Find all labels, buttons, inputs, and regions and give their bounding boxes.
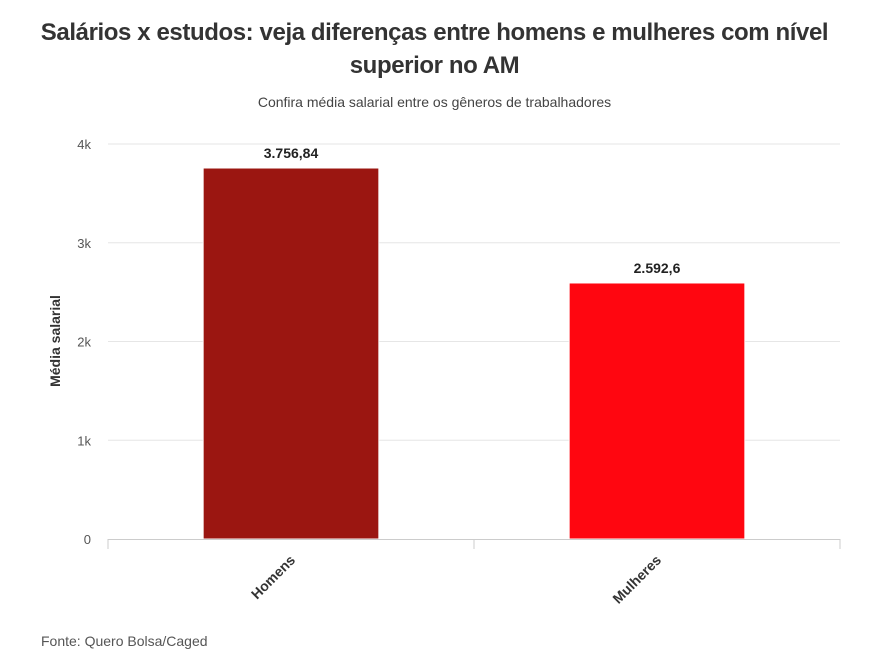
bar-homens[interactable] [202,167,380,540]
y-axis-label: Média salarial [47,295,63,387]
source-note: Fonte: Quero Bolsa/Caged [41,633,208,649]
x-axis: Homens Mulheres [107,539,841,607]
y-tick-label: 2k [77,335,91,350]
bars: 3.756,84 2.592,6 [202,145,746,540]
bar-chart: 0 1k 2k 3k 4k 3.756,84 2.592,6 Homens Mulheres… [47,137,841,607]
y-tick-label: 0 [84,532,91,547]
data-label: 2.592,6 [634,260,681,276]
y-axis-ticks: 0 1k 2k 3k 4k [77,137,91,547]
y-tick-label: 3k [77,236,91,251]
y-tick-label: 4k [77,137,91,152]
y-tick-label: 1k [77,433,91,448]
x-tick-label: Mulheres [609,552,664,607]
data-label: 3.756,84 [264,145,319,161]
x-tick-label: Homens [248,552,299,603]
chart-title: Salários x estudos: veja diferenças entr… [40,19,829,79]
chart-subtitle: Confira média salarial entre os gêneros … [257,94,612,110]
bar-mulheres[interactable] [568,282,746,540]
